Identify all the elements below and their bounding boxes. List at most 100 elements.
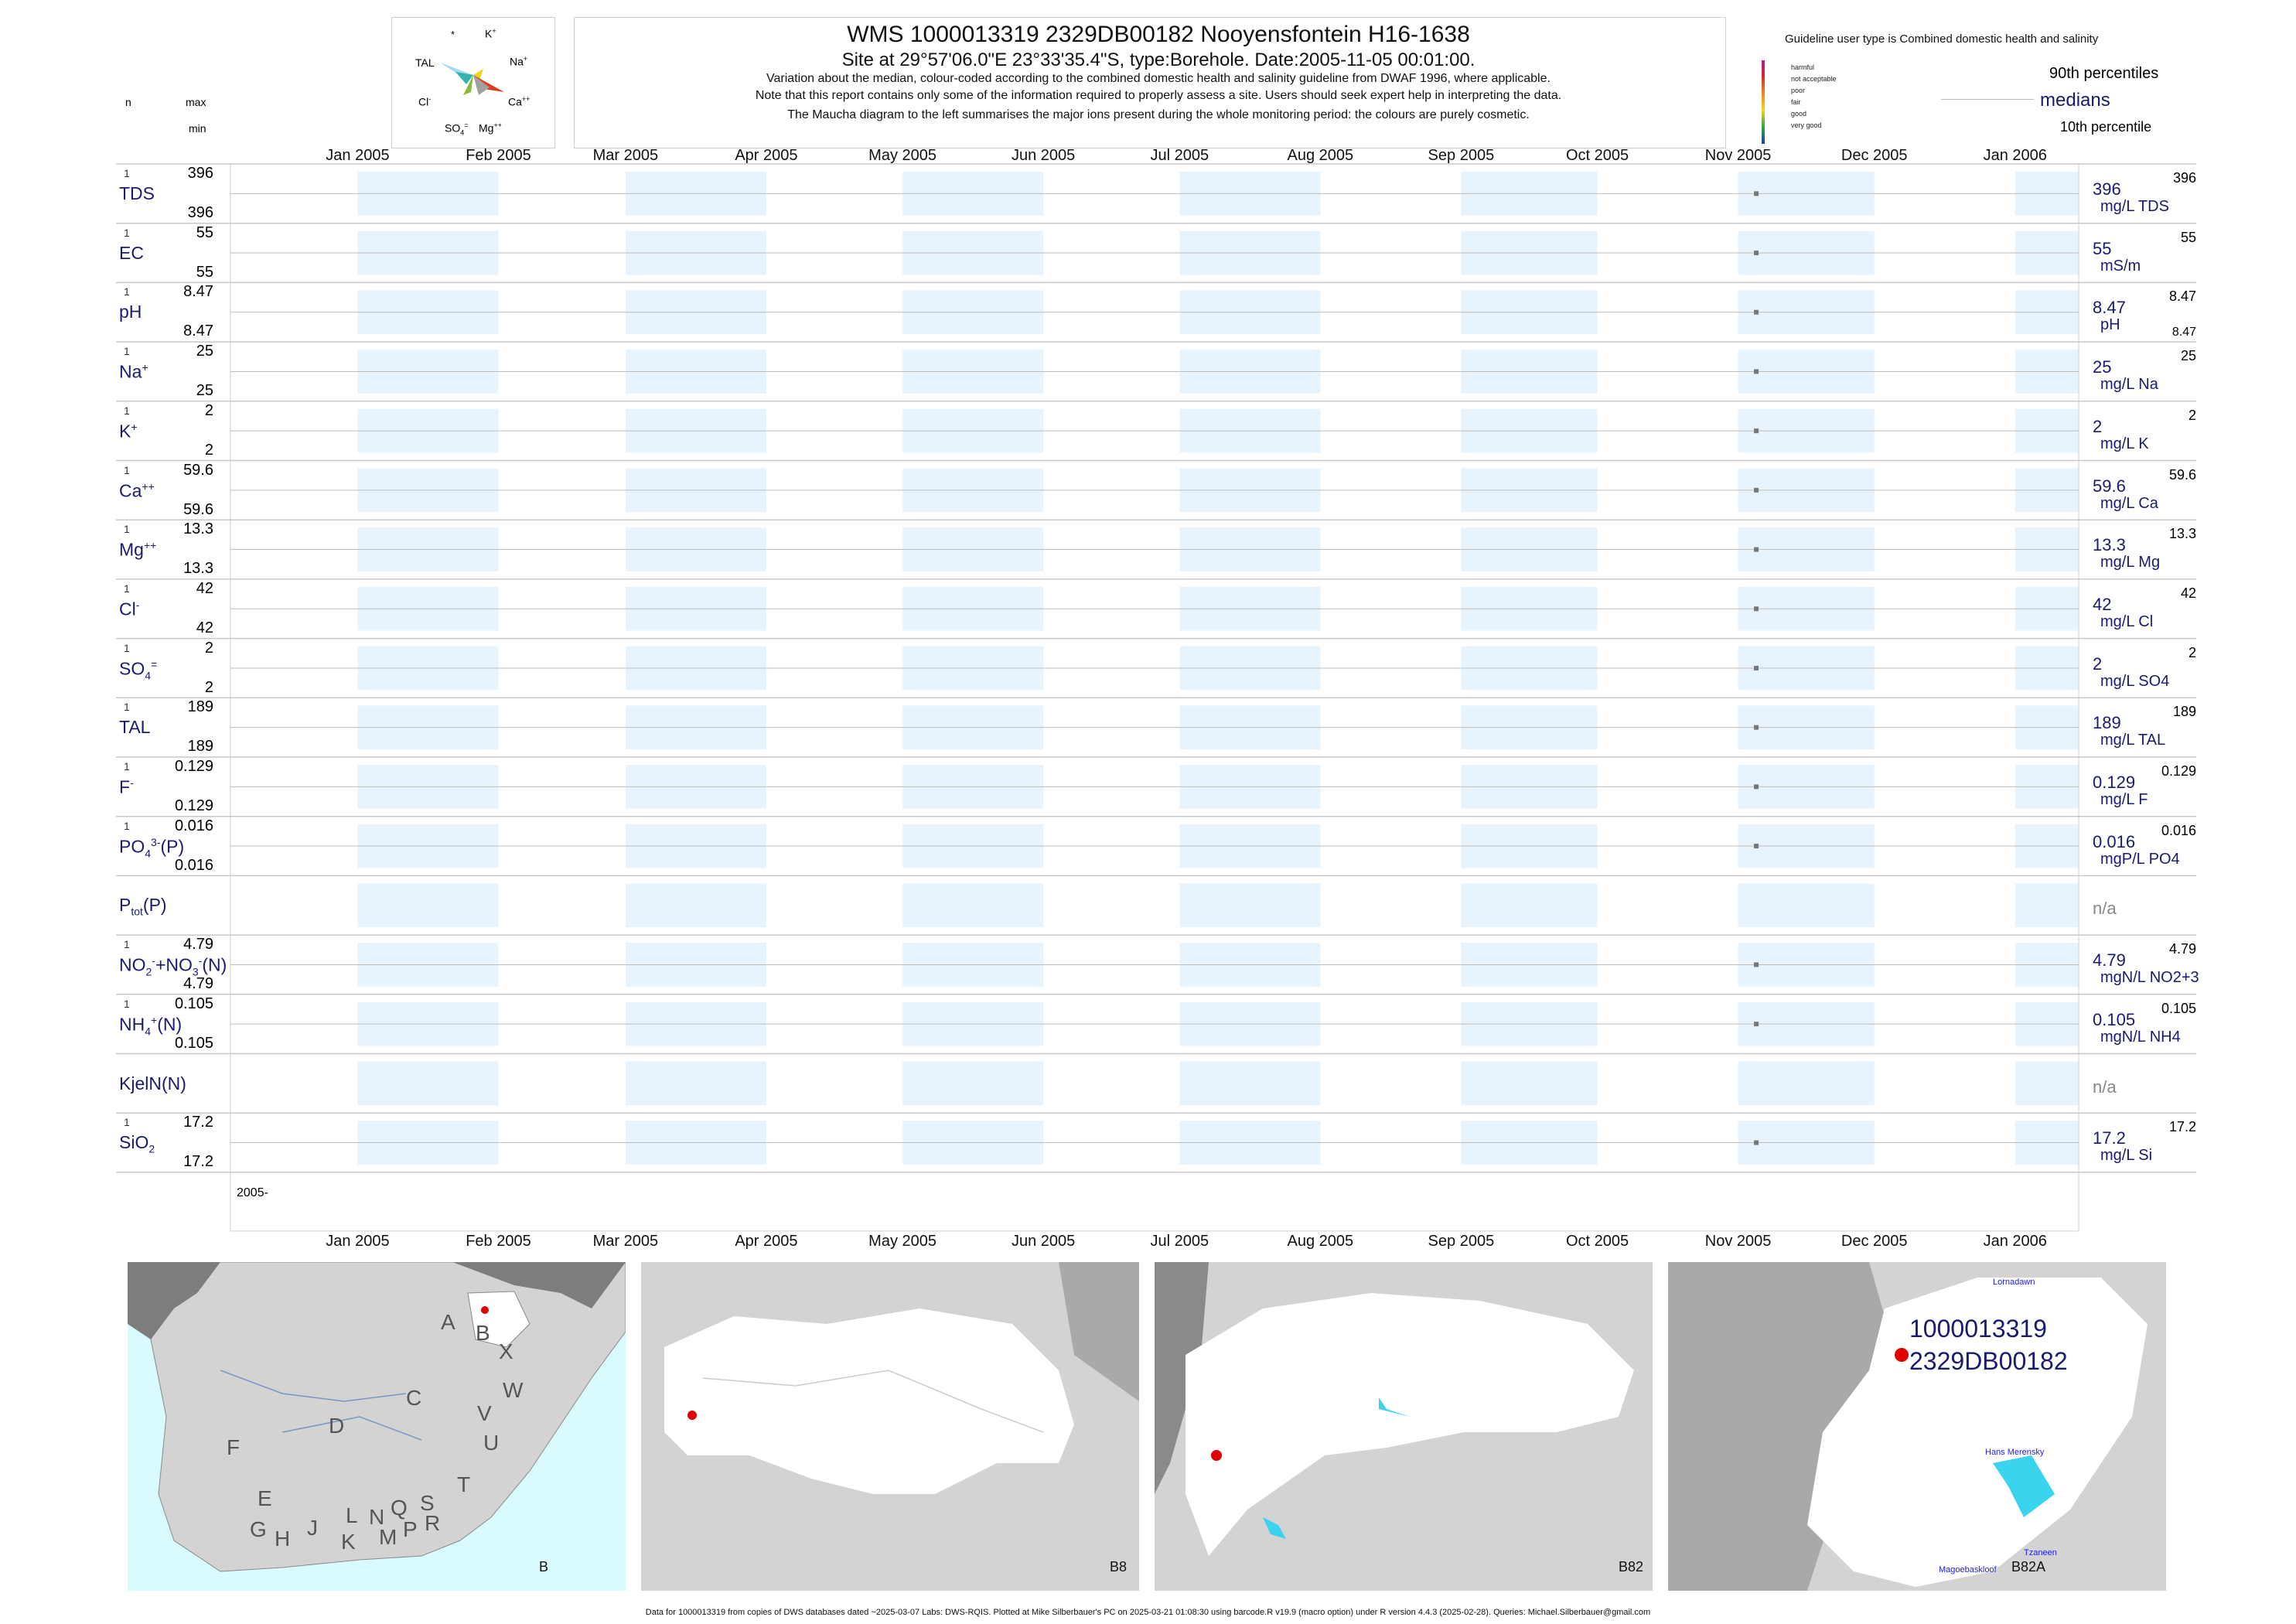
row-label-12: Ptot(P) <box>119 895 167 918</box>
row-p90-5: 59.6 <box>2168 466 2196 483</box>
row-median-0: 396 <box>2093 179 2121 199</box>
map1-region-b: B <box>476 1321 490 1345</box>
row-unit-5: mg/L Ca <box>2100 494 2158 512</box>
row-unit-10: mg/L F <box>2100 791 2148 808</box>
footer-note: Data for 1000013319 from copies of DWS d… <box>645 1608 1651 1617</box>
row-label-4: K+ <box>119 420 138 442</box>
maucha-label-k: K+ <box>485 27 496 40</box>
row-label-15: KjelN(N) <box>119 1073 186 1093</box>
row-p90-11: 0.016 <box>2161 822 2196 838</box>
bottom-month-label: May 2005 <box>868 1232 936 1250</box>
row-min-10: 0.129 <box>174 797 213 814</box>
row-n-3: 1 <box>124 345 130 358</box>
row-max-2: 8.47 <box>183 283 213 301</box>
map1-region-n: N <box>369 1505 385 1529</box>
row-label-13: NO2-+NO3-(N) <box>119 954 227 978</box>
row-max-4: 2 <box>204 401 213 419</box>
row-p90-7: 42 <box>2180 585 2196 601</box>
month-band <box>902 1061 1044 1106</box>
map1-region-t: T <box>457 1472 471 1496</box>
legend-p90: 90th percentiles <box>2049 65 2159 82</box>
month-band <box>1179 1061 1321 1106</box>
map-catchment-b8: B8 <box>641 1262 1139 1591</box>
row-median-13: 4.79 <box>2093 950 2126 971</box>
row-p90-9: 189 <box>2172 704 2196 720</box>
row-label-7: Cl- <box>119 598 140 619</box>
row-min-6: 13.3 <box>183 560 213 578</box>
month-band <box>1461 1061 1598 1106</box>
legend-title: Guideline user type is Combined domestic… <box>1785 32 2099 46</box>
top-month-label: Nov 2005 <box>1704 147 1772 164</box>
note-line-3: The Maucha diagram to the left summarise… <box>787 108 1530 121</box>
sample-point <box>1754 251 1759 256</box>
map1-region-j: J <box>307 1516 318 1540</box>
map4-place-tzaneen: Tzaneen <box>2024 1548 2057 1557</box>
map-catchment-b82a: 1000013319 2329DB00182 Lornadawn Hans Me… <box>1668 1262 2166 1591</box>
map1-region-d: D <box>329 1414 345 1438</box>
row-n-2: 1 <box>124 285 130 299</box>
row-n-0: 1 <box>124 167 130 179</box>
map1-region-l: L <box>346 1503 358 1527</box>
maucha-label-mg: Mg++ <box>479 121 502 135</box>
row-unit-3: mg/L Na <box>2100 376 2158 394</box>
maucha-label-star: * <box>451 29 455 40</box>
row-p90-2: 8.47 <box>2168 288 2196 305</box>
row-median-5: 59.6 <box>2093 476 2126 496</box>
legend-level-very-good: very good <box>1791 121 1822 129</box>
bottom-month-label: Feb 2005 <box>466 1232 531 1250</box>
row-unit-1: mS/m <box>2100 257 2141 275</box>
row-unit-16: mg/L Si <box>2100 1147 2153 1165</box>
row-median-4: 2 <box>2093 416 2103 436</box>
map1-region-e: E <box>258 1486 272 1510</box>
row-p90-13: 4.79 <box>2168 941 2196 957</box>
row-n-4: 1 <box>124 404 130 417</box>
map4-place-lornadawn: Lornadawn <box>1993 1278 2035 1287</box>
row-p90-10: 0.129 <box>2161 763 2196 779</box>
row-n-13: 1 <box>124 938 130 951</box>
row-median-9: 189 <box>2093 713 2121 733</box>
row-min-9: 189 <box>187 738 213 756</box>
sample-point <box>1754 962 1759 967</box>
row-n-6: 1 <box>124 523 130 536</box>
sample-point <box>1754 487 1759 493</box>
row-label-10: F- <box>119 776 134 797</box>
row-max-11: 0.016 <box>174 817 213 834</box>
top-month-label: Jan 2005 <box>326 147 390 164</box>
row-n-8: 1 <box>124 641 130 654</box>
row-unit-7: mg/L Cl <box>2100 612 2154 630</box>
row-min-13: 4.79 <box>183 975 213 993</box>
maucha-label-so4: SO4= <box>445 121 469 137</box>
row-unit-9: mg/L TAL <box>2100 732 2166 749</box>
legend-median-line <box>1941 99 2034 100</box>
map4-site-code: 2329DB00182 <box>1909 1347 2068 1375</box>
bottom-month-label: Nov 2005 <box>1704 1232 1772 1250</box>
map1-label: B <box>539 1559 549 1575</box>
row-label-9: TAL <box>119 717 151 738</box>
map1-region-v: V <box>477 1401 492 1425</box>
row-n-11: 1 <box>124 819 130 832</box>
month-band <box>1179 883 1321 928</box>
maucha-icon <box>440 63 504 95</box>
map1-region-w: W <box>503 1378 524 1402</box>
row-n-5: 1 <box>124 463 130 476</box>
row-min-1: 55 <box>196 263 213 281</box>
row-n-16: 1 <box>124 1116 130 1129</box>
row-p90-4: 2 <box>2188 407 2196 423</box>
bottom-month-label: Jan 2006 <box>1983 1232 2047 1250</box>
bottom-month-label: Jun 2005 <box>1011 1232 1076 1250</box>
map1-region-u: U <box>483 1431 500 1455</box>
row-median-1: 55 <box>2093 238 2112 258</box>
maucha-label-ca: Ca++ <box>508 95 531 108</box>
top-month-label: Sep 2005 <box>1428 147 1495 164</box>
month-band <box>625 883 766 928</box>
sample-point <box>1754 1140 1759 1145</box>
month-band <box>357 883 499 928</box>
map1-region-c: C <box>406 1386 422 1410</box>
barcode-chart <box>116 163 2196 1232</box>
month-band <box>902 883 1044 928</box>
row-label-11: PO43-(P) <box>119 835 185 859</box>
row-median-15: n/a <box>2093 1076 2117 1097</box>
sample-point <box>1754 665 1759 670</box>
month-band <box>1461 883 1598 928</box>
row-unit-4: mg/L K <box>2100 435 2149 452</box>
